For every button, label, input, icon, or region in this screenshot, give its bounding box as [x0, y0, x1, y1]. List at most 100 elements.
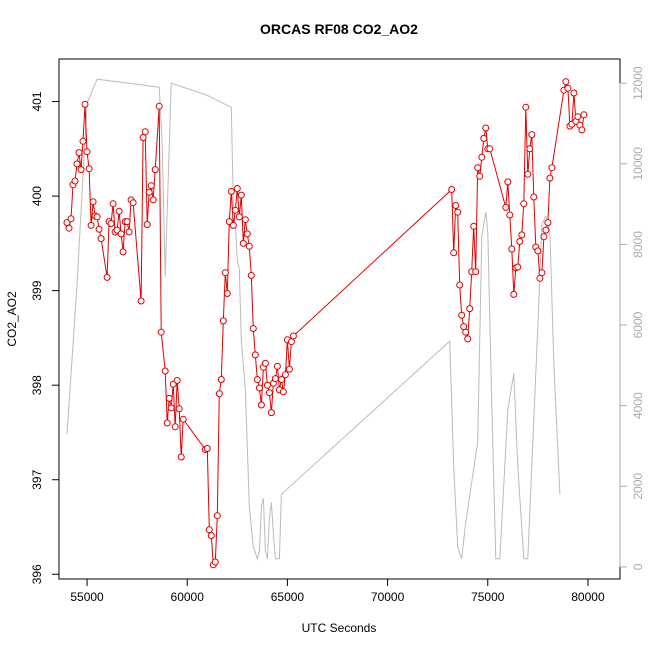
data-point [564, 84, 572, 92]
data-point [281, 371, 289, 379]
data-point [207, 532, 215, 539]
data-point [173, 377, 181, 384]
data-point [466, 305, 474, 313]
data-point [151, 166, 159, 174]
data-point [175, 405, 183, 413]
data-point [245, 242, 253, 250]
data-point [95, 225, 103, 233]
y-tick-label: 397 [30, 469, 44, 489]
y2-tick-label: 10000 [631, 147, 645, 181]
data-point [470, 222, 478, 230]
data-point [524, 170, 532, 178]
data-point [263, 381, 271, 389]
data-point [510, 290, 518, 298]
x-tick-label: 60000 [171, 590, 205, 604]
y-tick-label: 398 [30, 375, 44, 395]
data-point [143, 221, 151, 228]
data-point [251, 351, 259, 359]
data-point [289, 332, 297, 340]
data-point [544, 219, 552, 227]
y2-tick-label: 12000 [631, 66, 645, 100]
data-point [149, 196, 157, 204]
data-point [458, 311, 466, 319]
data-point [474, 164, 482, 172]
data-point [548, 164, 556, 172]
data-point [516, 238, 524, 245]
data-point [239, 239, 247, 247]
data-point [217, 376, 225, 383]
y2-tick-label: 4000 [631, 392, 645, 419]
x-axis-label: UTC Seconds [302, 621, 377, 635]
data-point [279, 388, 287, 396]
data-point [267, 409, 275, 417]
data-point [89, 198, 97, 206]
data-point [109, 200, 117, 208]
data-point [147, 182, 155, 190]
data-point [450, 249, 458, 257]
data-point [480, 134, 488, 142]
data-point [211, 558, 219, 566]
data-point [65, 224, 73, 232]
data-point [514, 263, 522, 271]
data-point [504, 178, 512, 186]
data-point [578, 126, 586, 134]
data-point [508, 245, 516, 253]
data-point [125, 228, 133, 236]
data-point [119, 248, 127, 256]
x-tick-label: 75000 [471, 590, 505, 604]
data-point [518, 231, 526, 239]
data-point [448, 186, 456, 193]
data-point [287, 338, 295, 346]
x-axis: 55000 60000 65000 70000 75000 80000 [70, 578, 605, 604]
x-tick-label: 65000 [271, 590, 305, 604]
data-point [247, 272, 255, 279]
data-point [75, 149, 83, 157]
data-point [482, 124, 490, 132]
data-point [536, 274, 544, 282]
secondary-series-line [66, 78, 561, 561]
data-point [235, 213, 243, 221]
data-point [221, 269, 229, 277]
y2-tick-label: 8000 [631, 231, 645, 258]
data-point [163, 419, 171, 427]
y-axis: 396 397 398 399 400 401 [30, 91, 60, 584]
data-point [472, 268, 480, 276]
data-point [506, 211, 514, 219]
data-point [454, 208, 462, 216]
data-point [255, 384, 263, 392]
data-point [205, 526, 213, 534]
data-point [570, 89, 578, 97]
data-point [546, 174, 554, 182]
data-point [139, 134, 147, 141]
data-point [526, 145, 534, 153]
data-point [81, 100, 89, 108]
data-point [257, 401, 265, 409]
y2-tick-label: 2000 [631, 473, 645, 500]
data-point [71, 177, 79, 185]
data-point [261, 359, 269, 367]
y-tick-label: 399 [30, 280, 44, 300]
data-point [460, 323, 468, 331]
data-point [580, 111, 588, 119]
data-point [117, 230, 125, 238]
data-point [530, 193, 538, 201]
data-point [265, 389, 273, 397]
data-point [97, 235, 105, 243]
data-point [528, 131, 536, 139]
data-point [237, 191, 245, 199]
data-point [103, 273, 111, 281]
data-point [534, 247, 542, 255]
data-point [87, 221, 95, 229]
x-tick-label: 80000 [571, 590, 605, 604]
data-point [522, 103, 530, 111]
data-point [464, 335, 472, 343]
data-point [203, 445, 211, 452]
data-point [157, 328, 165, 336]
data-point [243, 230, 251, 238]
data-point [249, 325, 257, 332]
data-point [452, 202, 460, 209]
primary-series-line [66, 79, 585, 567]
data-point [129, 199, 137, 207]
secondary-series-group [66, 78, 561, 561]
